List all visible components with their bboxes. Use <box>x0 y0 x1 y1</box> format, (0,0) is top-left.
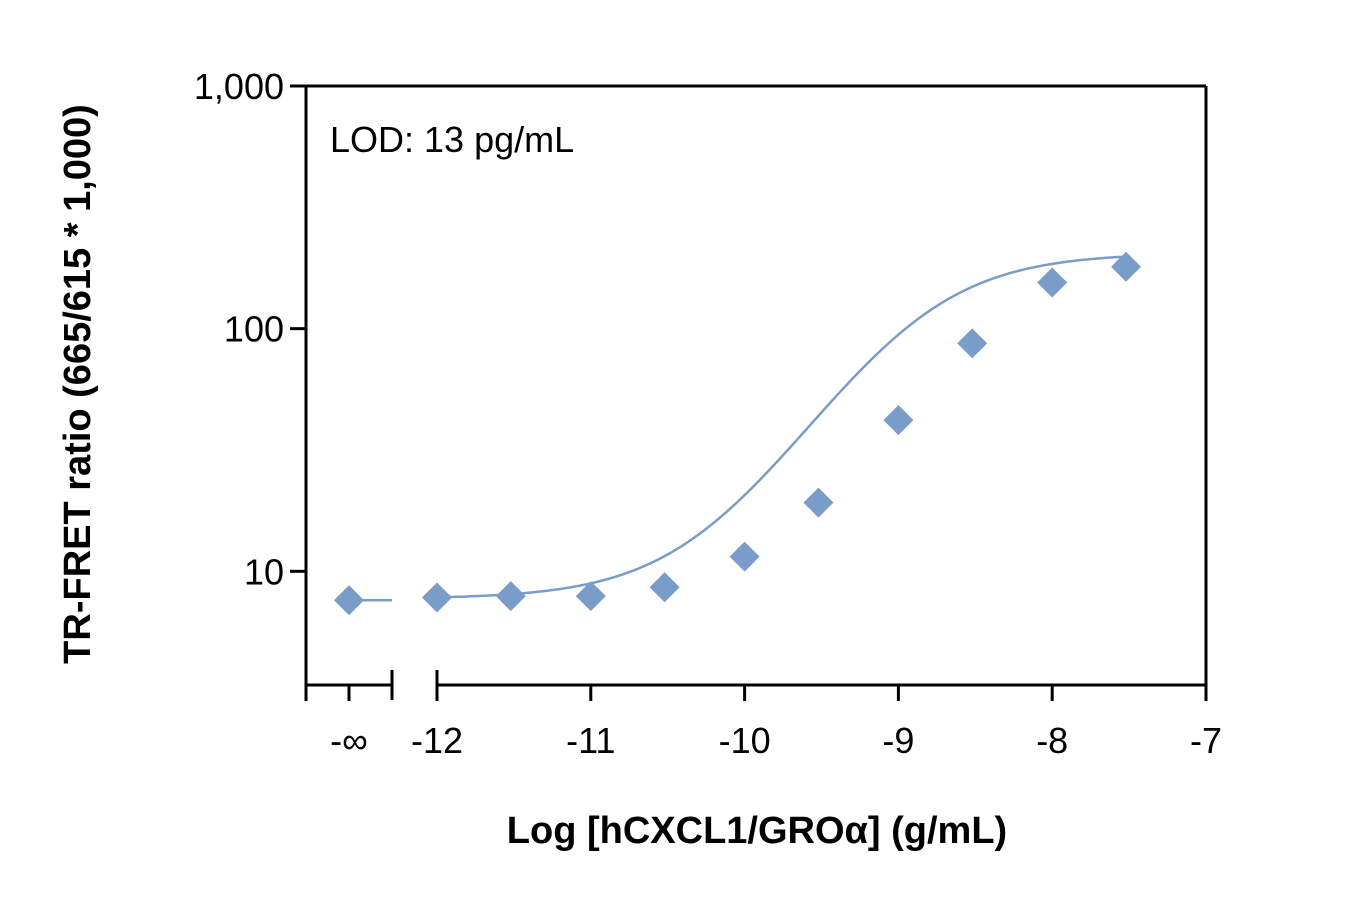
data-point <box>1037 267 1068 298</box>
data-point <box>575 581 606 612</box>
x-tick-label: -7 <box>1190 720 1222 761</box>
data-point <box>422 582 452 613</box>
x-tick-label: -10 <box>719 720 771 761</box>
data-point <box>803 487 834 518</box>
axes: -∞ -12 -11 -10 -9 -8 -7 10 100 1,000 <box>194 66 1222 761</box>
y-tick-label: 100 <box>224 309 284 350</box>
x-tick-label: -12 <box>411 720 463 761</box>
lod-annotation: LOD: 13 pg/mL <box>330 119 574 160</box>
fit-curve <box>436 255 1127 599</box>
data-point <box>1111 251 1142 282</box>
x-tick-label: -8 <box>1036 720 1068 761</box>
x-tick-label-zero: -∞ <box>330 720 368 761</box>
data-point <box>883 405 914 436</box>
data-point-zero-dose <box>334 585 364 616</box>
data-point <box>495 581 526 612</box>
data-point <box>649 572 680 603</box>
data-point <box>729 541 760 572</box>
y-axis-title: TR-FRET ratio (665/615 * 1,000) <box>57 104 99 664</box>
data-point <box>957 328 988 359</box>
plot-area <box>304 84 1208 685</box>
x-axis-title: Log [hCXCL1/GROα] (g/mL) <box>507 810 1007 852</box>
data-points <box>334 251 1142 616</box>
x-tick-label: -9 <box>882 720 914 761</box>
y-tick-label: 1,000 <box>194 66 284 107</box>
y-tick-label: 10 <box>244 551 284 592</box>
x-tick-label: -11 <box>566 720 615 761</box>
